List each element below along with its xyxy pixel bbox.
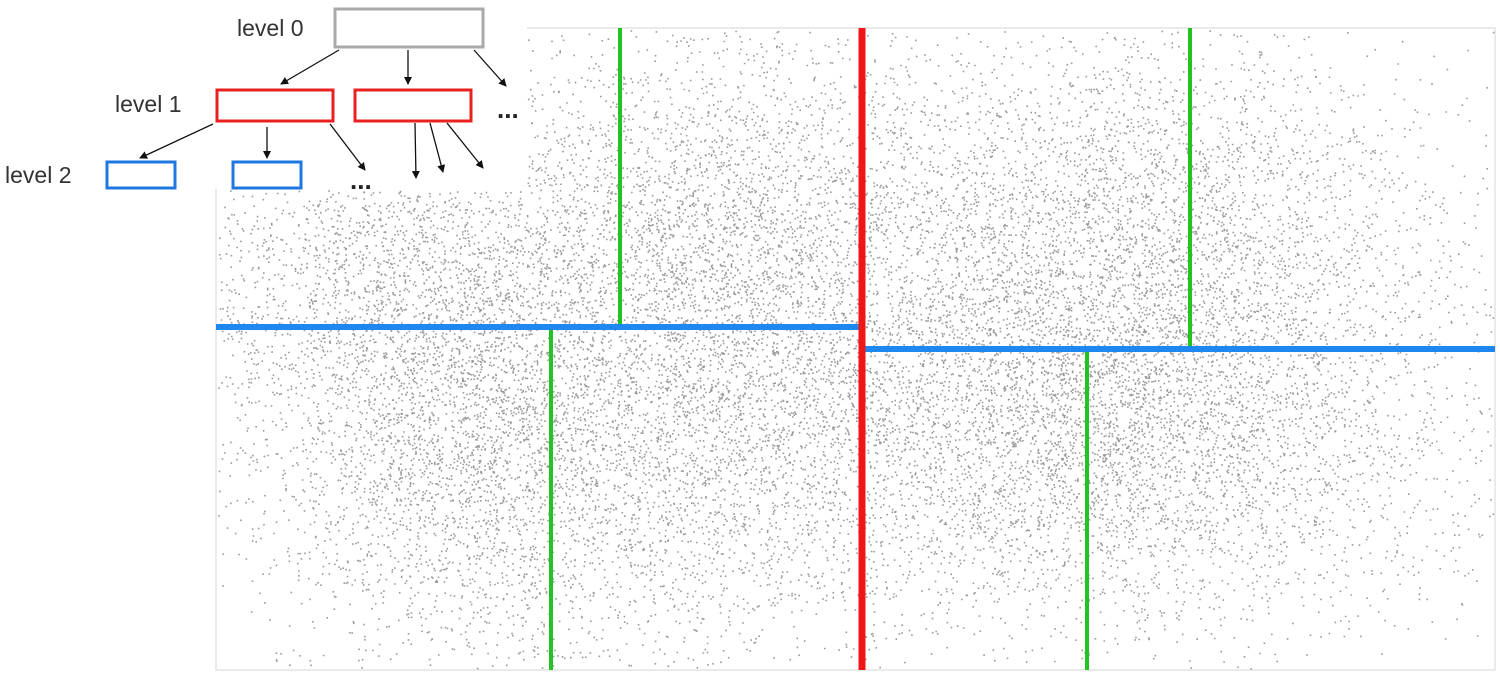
node-level1 — [353, 88, 473, 123]
edge — [446, 122, 484, 169]
edge — [280, 49, 340, 85]
node-level2 — [105, 160, 177, 190]
level-label: level 2 — [5, 162, 71, 188]
node-level0 — [333, 7, 485, 49]
edge — [329, 123, 366, 171]
level-label: level 0 — [237, 15, 303, 41]
edge — [473, 49, 507, 87]
level-label: level 1 — [115, 91, 181, 117]
edge — [429, 122, 446, 173]
edge — [139, 123, 214, 159]
more-nodes: ... — [497, 94, 519, 124]
edges — [139, 49, 507, 179]
node-level2 — [231, 160, 303, 190]
edge — [411, 122, 420, 179]
more-nodes: ... — [350, 165, 372, 195]
node-level1 — [215, 88, 335, 123]
